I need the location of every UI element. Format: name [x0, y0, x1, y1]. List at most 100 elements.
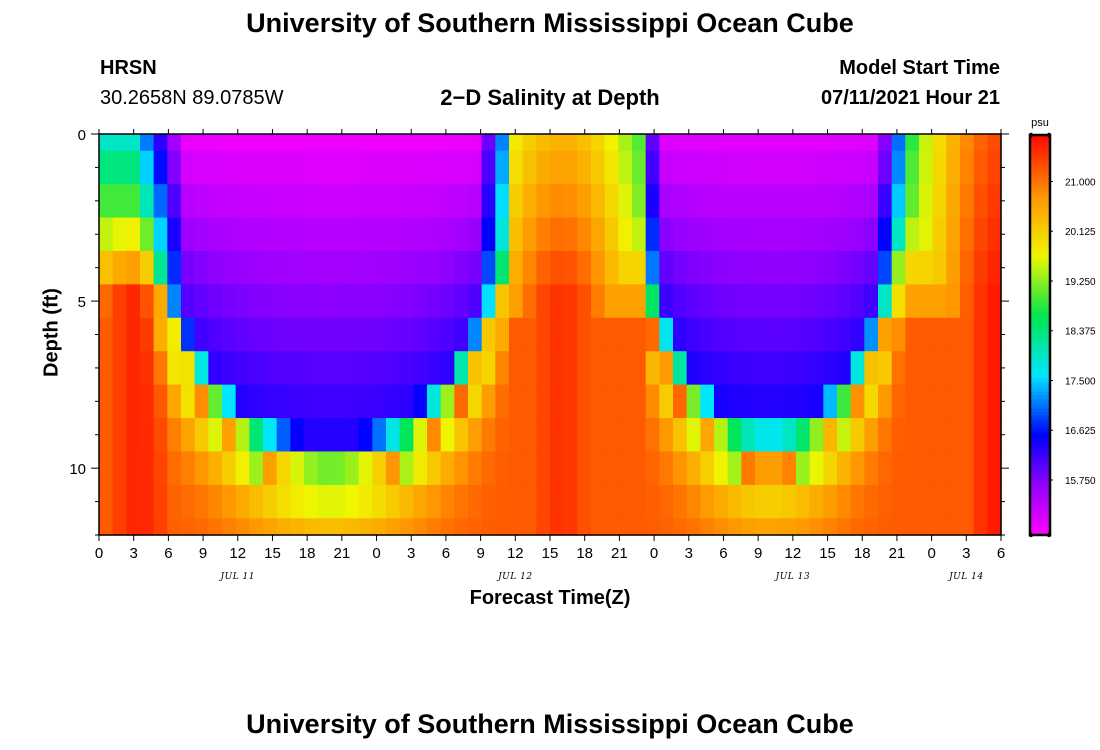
colorbar-swatch: [1031, 517, 1049, 522]
heatmap-cell: [809, 217, 824, 252]
heatmap-cell: [140, 518, 155, 536]
heatmap-cell: [345, 451, 360, 486]
heatmap-cell: [659, 150, 674, 185]
colorbar-swatch: [1031, 301, 1049, 306]
heatmap-cell: [222, 351, 237, 386]
heatmap-cell: [563, 484, 578, 519]
heatmap-cell: [99, 184, 114, 219]
heatmap-cell: [714, 484, 729, 519]
colorbar-swatch: [1031, 295, 1049, 300]
heatmap-cell: [550, 518, 565, 536]
heatmap-cell: [755, 351, 770, 386]
heatmap-cell: [686, 451, 701, 486]
heatmap-cell: [454, 451, 469, 486]
station-id: HRSN: [100, 57, 157, 79]
station-coords: 30.2658N 89.0785W: [100, 87, 284, 109]
heatmap-cell: [153, 317, 168, 352]
heatmap-cell: [782, 134, 797, 152]
heatmap-cell: [222, 451, 237, 486]
heatmap-cell: [837, 184, 852, 219]
heatmap-cell: [632, 250, 647, 285]
heatmap-cell: [837, 284, 852, 319]
heatmap-cell: [249, 150, 264, 185]
heatmap-cell: [112, 250, 127, 285]
heatmap-cell: [345, 150, 360, 185]
heatmap-cell: [768, 518, 783, 536]
heatmap-cell: [591, 351, 606, 386]
heatmap-cell: [372, 351, 387, 386]
heatmap-cell: [181, 351, 196, 386]
heatmap-cell: [440, 250, 455, 285]
heatmap-cell: [850, 418, 865, 453]
heatmap-cell: [140, 284, 155, 319]
heatmap-cell: [987, 250, 1002, 285]
heatmap-cell: [167, 384, 182, 419]
heatmap-cell: [331, 134, 346, 152]
heatmap-cell: [837, 317, 852, 352]
heatmap-cell: [864, 418, 879, 453]
heatmap-cell: [823, 484, 838, 519]
heatmap-cell: [331, 184, 346, 219]
heatmap-cell: [973, 284, 988, 319]
heatmap-cell: [782, 317, 797, 352]
heatmap-cell: [509, 284, 524, 319]
heatmap-cell: [714, 518, 729, 536]
heatmap-cell: [632, 317, 647, 352]
heatmap-cell: [386, 518, 401, 536]
heatmap-cell: [850, 134, 865, 152]
top-title: University of Southern Mississippi Ocean…: [246, 8, 854, 38]
heatmap-cell: [946, 150, 961, 185]
heatmap-cell: [536, 384, 551, 419]
heatmap-cell: [263, 351, 278, 386]
heatmap-cell: [222, 150, 237, 185]
x-tick-label: 12: [507, 545, 524, 562]
heatmap-cell: [755, 217, 770, 252]
heatmap-cell: [946, 284, 961, 319]
heatmap-cell: [167, 150, 182, 185]
heatmap-cell: [727, 351, 742, 386]
heatmap-cell: [796, 384, 811, 419]
heatmap-cell: [222, 484, 237, 519]
heatmap-cell: [768, 284, 783, 319]
heatmap-cell: [823, 351, 838, 386]
heatmap-cell: [276, 250, 291, 285]
heatmap-cell: [263, 150, 278, 185]
heatmap-cell: [878, 250, 893, 285]
heatmap-cell: [345, 317, 360, 352]
heatmap-cell: [604, 451, 619, 486]
heatmap-cell: [932, 134, 947, 152]
heatmap-cell: [946, 317, 961, 352]
heatmap-cell: [823, 451, 838, 486]
heatmap-cell: [481, 184, 496, 219]
colorbar-swatch: [1031, 470, 1049, 475]
heatmap-cell: [112, 418, 127, 453]
heatmap-cell: [837, 351, 852, 386]
heatmap-cell: [645, 451, 660, 486]
heatmap-cell: [850, 384, 865, 419]
heatmap-cell: [591, 184, 606, 219]
heatmap-cell: [235, 451, 250, 486]
heatmap-cell: [796, 134, 811, 152]
heatmap-cell: [194, 284, 209, 319]
heatmap-cell: [973, 134, 988, 152]
colorbar-swatch: [1031, 404, 1049, 409]
heatmap-cell: [386, 451, 401, 486]
heatmap-cell: [987, 184, 1002, 219]
heatmap-cell: [208, 317, 223, 352]
heatmap-cell: [946, 518, 961, 536]
heatmap-cell: [604, 217, 619, 252]
heatmap-cell: [987, 317, 1002, 352]
heatmap-cell: [673, 250, 688, 285]
heatmap-cell: [112, 134, 127, 152]
heatmap-cell: [99, 284, 114, 319]
heatmap-cell: [167, 418, 182, 453]
x-tick-label: 18: [854, 545, 871, 562]
heatmap-cell: [427, 484, 442, 519]
heatmap-cell: [960, 184, 975, 219]
heatmap-cell: [932, 184, 947, 219]
colorbar-swatch: [1031, 381, 1049, 386]
heatmap-cell: [126, 351, 141, 386]
heatmap-cell: [304, 418, 319, 453]
heatmap-cell: [317, 418, 332, 453]
heatmap-cell: [331, 518, 346, 536]
